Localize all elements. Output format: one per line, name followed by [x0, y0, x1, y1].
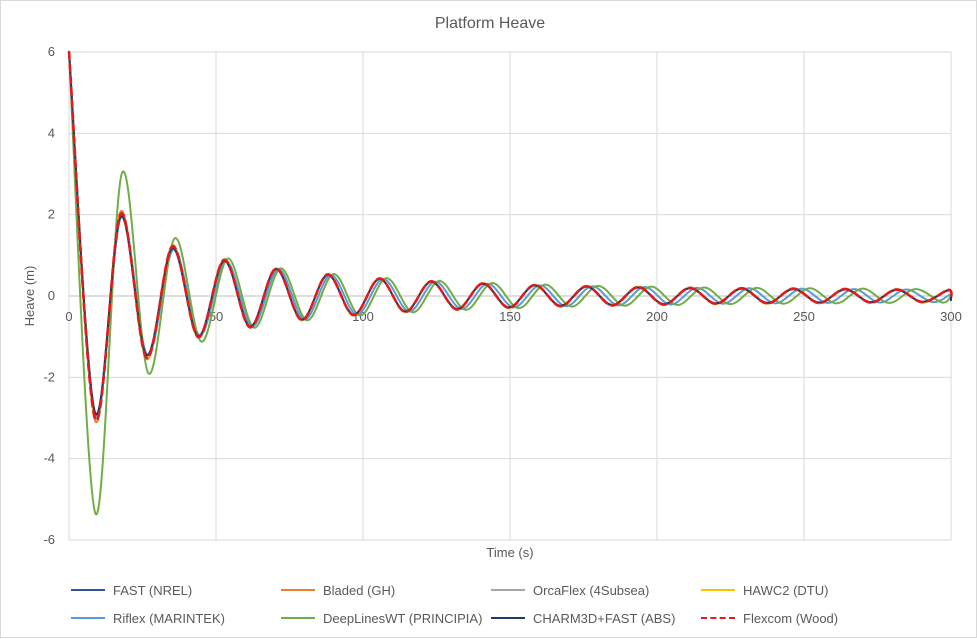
y-tick-labels: -6 -4 -2 0 2 4 6 — [43, 44, 55, 547]
y-tick-label: 4 — [48, 125, 55, 140]
x-tick-label: 250 — [793, 309, 815, 324]
legend-swatch — [281, 589, 315, 591]
y-tick-label: -4 — [43, 451, 55, 466]
y-tick-label: -6 — [43, 532, 55, 547]
legend-label: Riflex (MARINTEK) — [113, 610, 225, 626]
legend-item: OrcaFlex (4Subsea) — [491, 579, 649, 601]
legend-label: DeepLinesWT (PRINCIPIA) — [323, 610, 483, 626]
x-tick-label: 150 — [499, 309, 521, 324]
legend-item: CHARM3D+FAST (ABS) — [491, 607, 675, 629]
legend-label: OrcaFlex (4Subsea) — [533, 582, 650, 598]
legend-item: FAST (NREL) — [71, 579, 192, 601]
legend-item: Bladed (GH) — [281, 579, 395, 601]
legend-label: CHARM3D+FAST (ABS) — [533, 610, 676, 626]
legend-swatch — [71, 589, 105, 591]
chart-title: Platform Heave — [435, 15, 545, 32]
legend-label: FAST (NREL) — [113, 582, 193, 598]
x-tick-label: 200 — [646, 309, 668, 324]
legend-swatch — [71, 617, 105, 619]
legend-swatch — [491, 617, 525, 619]
legend: FAST (NREL) Bladed (GH) OrcaFlex (4Subsea)… — [71, 579, 951, 635]
legend-item: DeepLinesWT (PRINCIPIA) — [281, 607, 482, 629]
series-line-5 — [68, 51, 952, 516]
legend-swatch — [701, 589, 735, 591]
legend-label: HAWC2 (DTU) — [743, 582, 829, 598]
y-axis-title: Heave (m) — [22, 266, 37, 327]
x-axis-title: Time (s) — [486, 545, 533, 560]
legend-label: Bladed (GH) — [323, 582, 396, 598]
legend-swatch — [491, 589, 525, 591]
legend-item: HAWC2 (DTU) — [701, 579, 828, 601]
y-tick-label: 6 — [48, 44, 55, 59]
y-tick-label: 0 — [48, 288, 55, 303]
legend-item: Flexcom (Wood) — [701, 607, 838, 629]
legend-swatch — [281, 617, 315, 619]
legend-label: Flexcom (Wood) — [743, 610, 839, 626]
x-tick-label: 300 — [940, 309, 962, 324]
x-tick-label: 0 — [65, 309, 72, 324]
x-tick-labels: 0 50 100 150 200 250 300 — [65, 309, 961, 324]
y-tick-label: 2 — [48, 207, 55, 222]
y-tick-label: -2 — [43, 369, 55, 384]
series-layer — [67, 50, 953, 516]
series-line-7 — [67, 50, 953, 422]
legend-swatch — [701, 617, 735, 619]
grid-lines — [68, 51, 952, 541]
legend-item: Riflex (MARINTEK) — [71, 607, 225, 629]
